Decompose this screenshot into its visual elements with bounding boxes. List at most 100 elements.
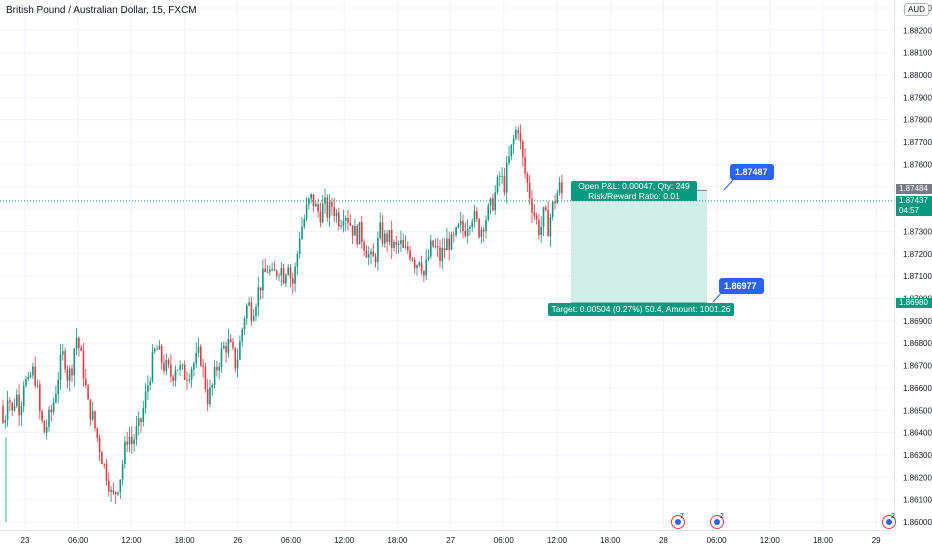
candle-body — [59, 354, 62, 381]
candle-body — [377, 238, 379, 263]
candle-body — [142, 408, 145, 423]
candle-body — [542, 207, 545, 227]
target-info-box[interactable]: Target: 0.00504 (0.27%) 50.4, Amount: 10… — [548, 303, 734, 316]
candle-body — [372, 251, 375, 257]
candle-body — [333, 206, 335, 217]
time-axis[interactable] — [0, 530, 894, 550]
time-tick-label: 18:00 — [175, 536, 196, 545]
candle-body — [436, 245, 439, 248]
candle-body — [411, 258, 414, 261]
candle-body — [464, 230, 467, 236]
candle-body — [126, 441, 128, 445]
candle-body — [296, 253, 299, 267]
candle-body — [356, 226, 358, 245]
event-count: 2 — [891, 513, 895, 520]
economic-event-icon[interactable] — [710, 515, 724, 529]
candle-body — [469, 227, 471, 229]
candle-body — [351, 225, 354, 236]
candle-body — [319, 211, 322, 223]
candle-body — [62, 351, 64, 355]
candle-body — [487, 205, 490, 220]
candle-body — [94, 411, 96, 429]
current-price-label: 1.87437 04:57 — [896, 196, 932, 216]
candle-body — [112, 489, 115, 493]
candle-body — [556, 193, 559, 204]
event-count: 7 — [680, 513, 684, 520]
candle-body — [561, 182, 563, 194]
price-tick-label: 1.87200 — [903, 250, 932, 259]
candle-body — [114, 492, 117, 495]
candle-body — [349, 223, 352, 226]
candle-body — [340, 225, 342, 227]
candle-body — [232, 341, 234, 348]
candle-body — [549, 216, 552, 237]
candle-body — [365, 250, 368, 258]
candle-body — [384, 233, 386, 244]
candle-body — [280, 267, 283, 276]
candle-body — [186, 379, 188, 381]
candle-body — [167, 359, 170, 365]
economic-event-icon[interactable] — [882, 515, 896, 529]
price-tick-label: 1.88200 — [903, 26, 932, 35]
candle-body — [259, 287, 262, 291]
candle-body — [163, 362, 165, 371]
candle-body — [453, 234, 455, 236]
candle-body — [27, 376, 30, 379]
target-zone — [571, 190, 707, 303]
candle-body — [328, 201, 331, 218]
candle-body — [41, 410, 43, 422]
target-price-tag[interactable]: 1.86977 — [719, 278, 764, 294]
candle-body — [301, 226, 303, 239]
candle-body — [275, 270, 278, 276]
candle-body — [174, 370, 177, 382]
price-tick-label: 1.86000 — [903, 518, 932, 527]
candle-body — [367, 254, 370, 258]
candle-body — [269, 269, 271, 273]
currency-badge[interactable]: AUD — [904, 3, 929, 16]
candle-body — [216, 367, 218, 371]
candle-body — [266, 272, 269, 273]
candle-body — [39, 384, 41, 411]
entry-price-label: 1.87484 — [896, 184, 932, 194]
candle-body — [225, 345, 227, 353]
price-tick-label: 1.87600 — [903, 160, 932, 169]
candle-body — [558, 182, 561, 194]
candle-body — [531, 198, 533, 213]
candle-body — [160, 346, 163, 363]
time-tick-label: 23 — [21, 536, 30, 545]
price-tick-label: 1.86400 — [903, 429, 932, 438]
candle-body — [197, 346, 200, 353]
candle-body — [505, 163, 508, 193]
price-tick-label: 1.87300 — [903, 227, 932, 236]
candle-body — [459, 220, 462, 225]
time-tick-label: 28 — [659, 536, 668, 545]
price-axis[interactable] — [894, 0, 932, 530]
candle-body — [75, 337, 78, 349]
candle-body — [354, 226, 356, 236]
candle-body — [489, 198, 492, 206]
candle-body — [262, 268, 264, 291]
candle-body — [471, 221, 473, 228]
candle-body — [140, 418, 142, 423]
entry-price-tag[interactable]: 1.87487 — [730, 164, 774, 180]
candle-body — [450, 234, 453, 250]
target-price-label: 1.86980 — [896, 298, 932, 308]
candle-body — [16, 394, 18, 407]
candle-body — [43, 421, 46, 433]
economic-event-icon[interactable] — [671, 515, 685, 529]
candle-body — [519, 133, 522, 142]
candle-body — [308, 198, 310, 205]
candle-body — [55, 393, 57, 403]
event-count: 2 — [720, 513, 724, 520]
candle-body — [34, 366, 36, 386]
symbol-title[interactable]: British Pound / Australian Dollar, 15, F… — [6, 5, 197, 16]
time-tick-label: 12:00 — [760, 536, 781, 545]
candle-body — [312, 194, 315, 207]
position-pl-box[interactable]: Open P&L: 0.00047, Qty: 249 Risk/Reward … — [571, 181, 697, 201]
candle-body — [499, 176, 501, 177]
candle-body — [342, 220, 345, 226]
candle-body — [149, 381, 151, 386]
candle-body — [66, 369, 69, 381]
